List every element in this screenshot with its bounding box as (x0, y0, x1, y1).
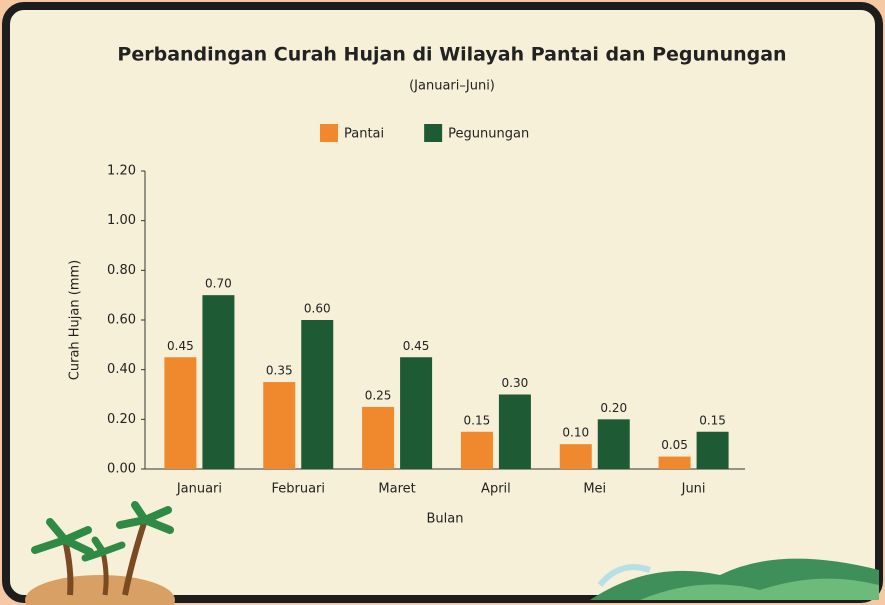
value-label: 0.25 (365, 388, 392, 402)
legend-swatch (320, 124, 338, 142)
bar (202, 295, 235, 469)
bar (362, 406, 395, 469)
y-tick-label: 0.60 (107, 313, 136, 328)
value-label: 0.20 (600, 401, 627, 415)
y-tick-label: 0.40 (107, 362, 136, 377)
bar (263, 382, 296, 469)
bar (658, 456, 691, 469)
x-axis-label: Bulan (427, 512, 464, 527)
value-label: 0.15 (699, 413, 726, 427)
x-tick-label: Januari (176, 482, 222, 497)
decoration-palms (25, 501, 175, 605)
bar (597, 419, 630, 469)
y-tick-label: 0.00 (107, 462, 136, 477)
bar (400, 357, 433, 469)
value-label: 0.70 (205, 277, 232, 291)
value-label: 0.30 (502, 376, 529, 390)
x-tick-label: Maret (378, 482, 415, 497)
bar (301, 320, 334, 469)
value-label: 0.35 (266, 364, 293, 378)
x-tick-label: Februari (271, 482, 325, 497)
value-label: 0.45 (403, 339, 430, 353)
bar (696, 431, 729, 469)
legend-label: Pantai (344, 127, 384, 142)
legend-label: Pegunungan (448, 127, 529, 142)
bar (460, 431, 493, 469)
x-tick-label: Mei (583, 482, 606, 497)
y-axis-label: Curah Hujan (mm) (68, 260, 83, 380)
bar (559, 444, 592, 469)
chart-subtitle: (Januari–Juni) (409, 79, 495, 94)
value-label: 0.60 (304, 302, 331, 316)
value-label: 0.15 (464, 413, 491, 427)
value-label: 0.05 (661, 438, 688, 452)
y-tick-label: 0.20 (107, 412, 136, 427)
x-tick-label: Juni (681, 482, 706, 497)
bar (498, 394, 531, 469)
decoration-hills (590, 558, 879, 600)
bar (164, 357, 197, 469)
value-label: 0.10 (562, 426, 589, 440)
y-tick-label: 0.80 (107, 263, 136, 278)
y-tick-label: 1.00 (107, 213, 136, 228)
chart-title: Perbandingan Curah Hujan di Wilayah Pant… (117, 44, 786, 66)
y-tick-label: 1.20 (107, 164, 136, 179)
legend-swatch (424, 124, 443, 142)
value-label: 0.45 (167, 339, 194, 353)
x-tick-label: April (481, 482, 511, 497)
